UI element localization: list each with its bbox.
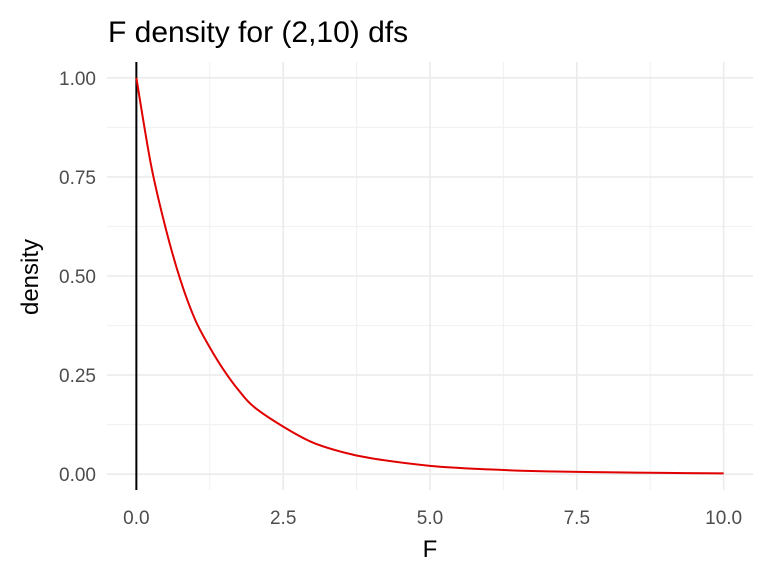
x-tick-label: 5.0 (417, 508, 443, 529)
x-tick-label: 0.0 (123, 508, 149, 529)
x-tick-labels: 0.0 2.5 5.0 7.5 10.0 (123, 508, 742, 529)
y-tick-label: 0.75 (59, 168, 96, 189)
y-tick-label: 1.00 (59, 69, 96, 90)
y-tick-label: 0.00 (59, 465, 96, 486)
y-tick-label: 0.25 (59, 366, 96, 387)
chart-title: F density for (2,10) dfs (108, 16, 408, 49)
series-layer (135, 77, 724, 475)
x-axis-title: F (423, 536, 438, 563)
density-curve (135, 77, 724, 475)
y-tick-label: 0.50 (59, 267, 96, 288)
x-tick-label: 2.5 (270, 508, 296, 529)
y-tick-labels: 0.00 0.25 0.50 0.75 1.00 (59, 69, 96, 486)
x-tick-label: 10.0 (705, 508, 742, 529)
y-axis-title: density (17, 239, 44, 315)
major-gridlines (107, 62, 753, 490)
x-tick-label: 7.5 (564, 508, 590, 529)
